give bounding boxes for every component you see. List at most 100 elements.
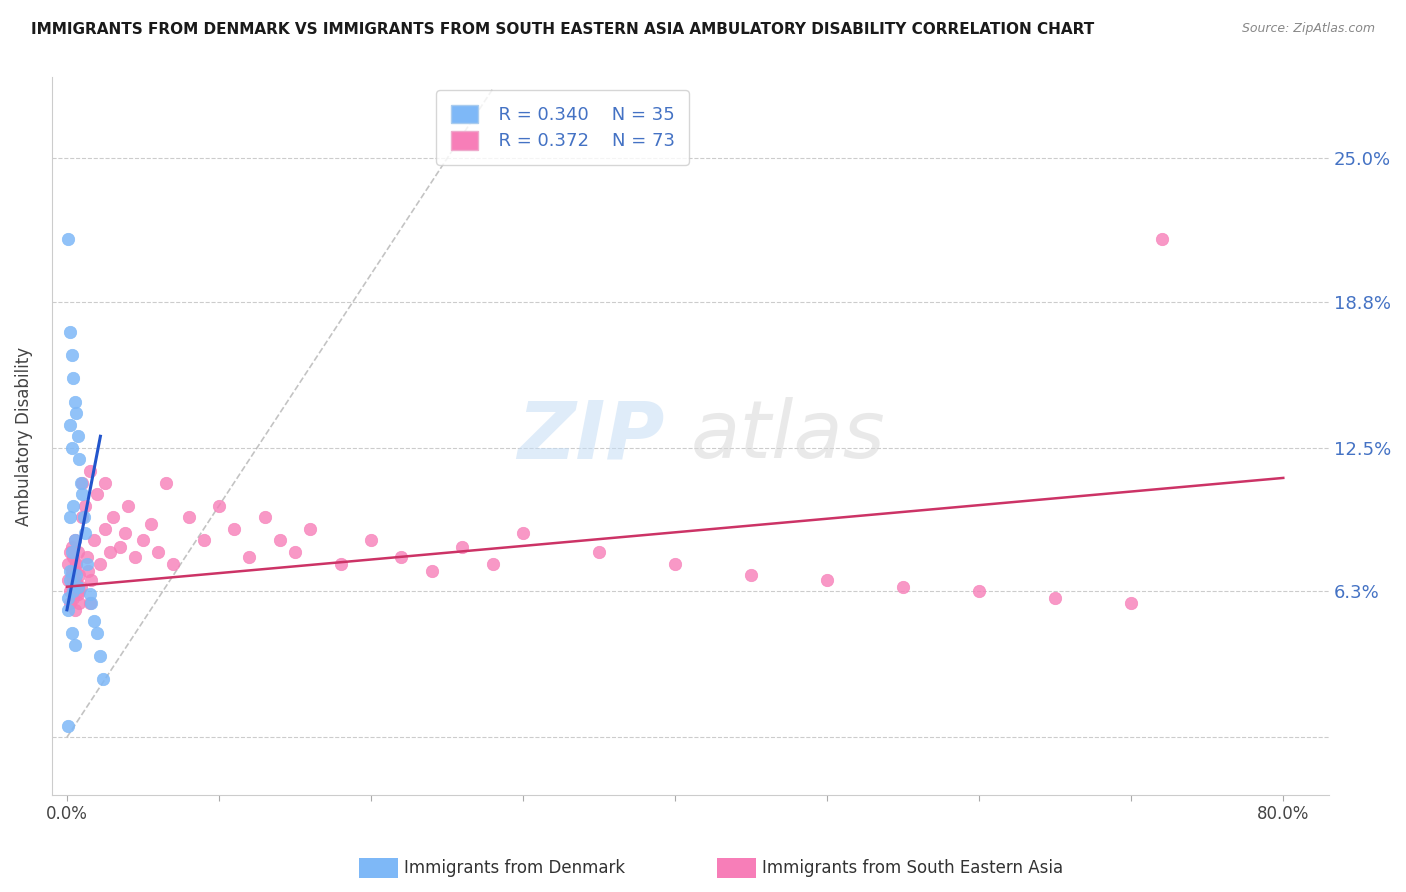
Point (117, 499, 139, 513)
Point (360, 533, 382, 548)
Point (238, 549, 260, 564)
Point (80, 596, 103, 610)
Point (1150, 232, 1173, 246)
Point (58, 603, 80, 617)
Point (73, 510, 96, 524)
Point (60, 626, 83, 640)
Point (75, 499, 97, 513)
Point (114, 526, 136, 541)
Point (65, 568, 87, 582)
Point (83, 615, 105, 629)
Point (75, 526, 97, 541)
Point (69, 580, 91, 594)
Point (58, 232, 80, 246)
Point (63, 533, 86, 548)
Point (177, 510, 200, 524)
Point (59, 584, 82, 599)
Point (89, 649, 111, 664)
Text: IMMIGRANTS FROM DENMARK VS IMMIGRANTS FROM SOUTH EASTERN ASIA AMBULATORY DISABIL: IMMIGRANTS FROM DENMARK VS IMMIGRANTS FR… (31, 22, 1094, 37)
Point (94, 522, 117, 536)
Point (208, 499, 231, 513)
Point (60, 564, 83, 578)
Point (63, 603, 86, 617)
Point (139, 517, 162, 532)
Point (60, 541, 83, 555)
Point (60, 580, 83, 594)
Point (148, 545, 170, 559)
Point (93, 673, 115, 687)
Point (66, 429, 89, 443)
Point (253, 510, 276, 524)
Point (124, 549, 146, 564)
Point (67, 584, 90, 599)
Point (66, 580, 89, 594)
Point (740, 568, 762, 582)
Point (62, 573, 84, 587)
Point (60, 441, 83, 455)
Point (162, 557, 184, 571)
Point (60, 568, 83, 582)
Point (269, 533, 291, 548)
Point (79, 464, 101, 478)
Point (70, 487, 93, 501)
Point (193, 533, 215, 548)
Point (108, 541, 131, 555)
Point (155, 475, 177, 490)
Point (391, 549, 413, 564)
Point (69, 475, 91, 490)
Point (62, 549, 84, 564)
Point (98, 545, 121, 559)
Point (891, 580, 914, 594)
Text: Immigrants from Denmark: Immigrants from Denmark (404, 859, 624, 877)
Point (66, 587, 89, 601)
Point (70, 510, 93, 524)
Point (224, 522, 246, 536)
Point (86, 626, 108, 640)
Point (76, 549, 98, 564)
Point (63, 394, 86, 409)
Point (1045, 591, 1067, 606)
Point (664, 557, 686, 571)
Point (65, 557, 87, 571)
Point (67, 596, 90, 610)
Point (62, 591, 84, 606)
Point (451, 541, 474, 555)
Text: ZIP: ZIP (517, 397, 665, 475)
Point (76, 557, 98, 571)
Point (58, 718, 80, 732)
Point (89, 557, 111, 571)
Point (420, 564, 443, 578)
Point (60, 545, 83, 559)
Point (512, 526, 534, 541)
Text: atlas: atlas (690, 397, 884, 475)
Point (132, 533, 155, 548)
Point (59, 564, 82, 578)
Point (815, 573, 838, 587)
Legend:   R = 0.340    N = 35,   R = 0.372    N = 73: R = 0.340 N = 35, R = 0.372 N = 73 (436, 90, 689, 165)
Point (67, 452, 90, 467)
Point (481, 557, 503, 571)
Point (79, 596, 101, 610)
Point (77, 564, 100, 578)
Text: Immigrants from South Eastern Asia: Immigrants from South Eastern Asia (762, 859, 1063, 877)
Point (59, 325, 82, 339)
Point (59, 417, 82, 432)
Point (63, 564, 86, 578)
Point (62, 371, 84, 385)
Point (65, 406, 87, 420)
Point (58, 557, 80, 571)
Point (62, 499, 84, 513)
Point (94, 475, 117, 490)
Point (63, 638, 86, 652)
Point (59, 596, 82, 610)
Point (967, 584, 990, 599)
Point (86, 487, 108, 501)
Point (80, 573, 103, 587)
Text: Source: ZipAtlas.com: Source: ZipAtlas.com (1241, 22, 1375, 36)
Point (65, 557, 87, 571)
Point (63, 533, 86, 548)
Point (83, 533, 105, 548)
Point (59, 573, 82, 587)
Point (62, 584, 84, 599)
Point (588, 545, 610, 559)
